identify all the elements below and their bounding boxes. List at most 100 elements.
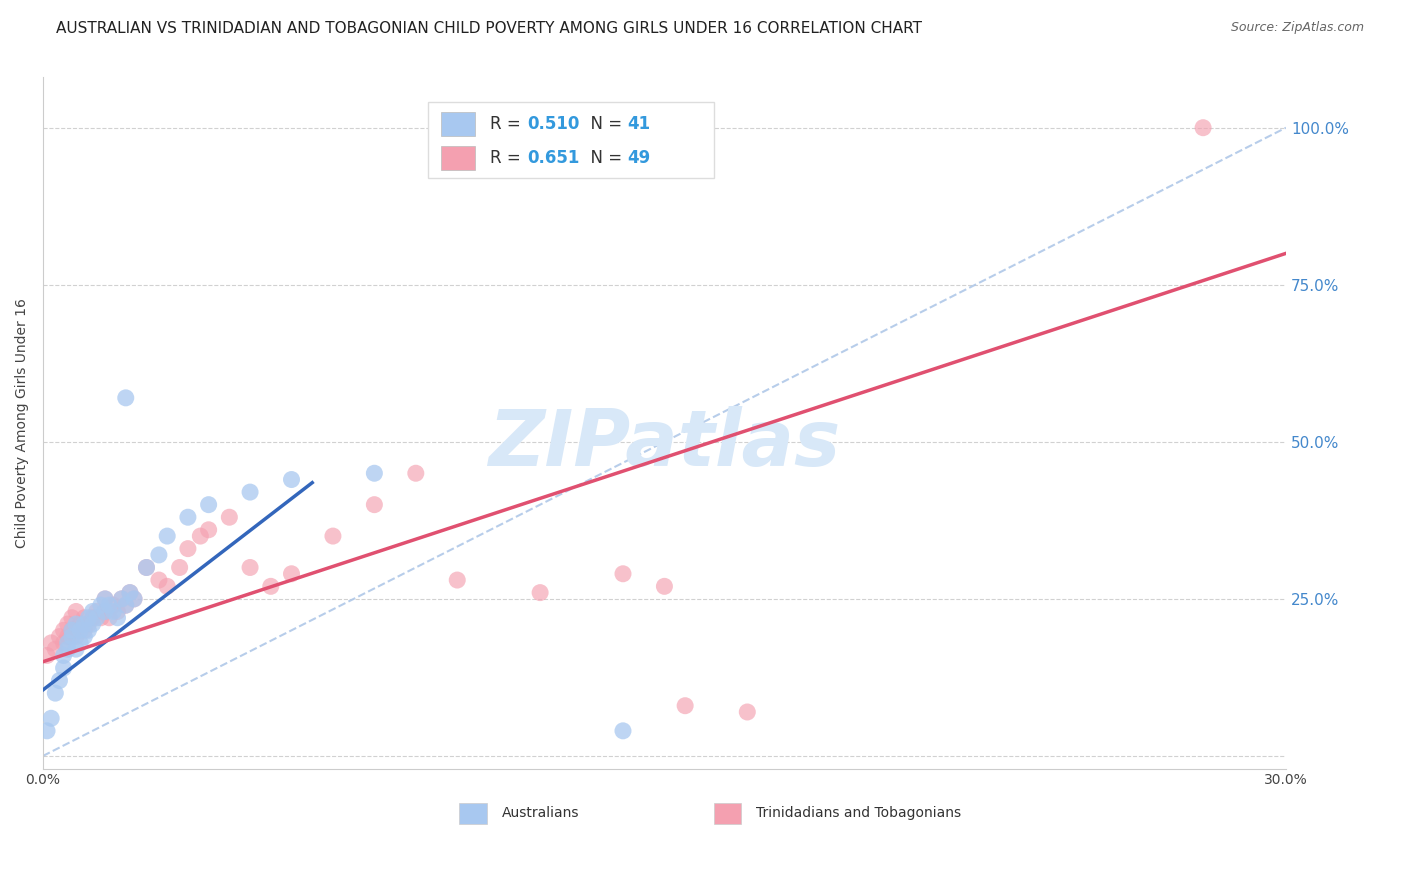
Point — [90, 598, 112, 612]
FancyBboxPatch shape — [714, 803, 741, 824]
Point — [35, 648, 58, 663]
Point — [405, 467, 427, 481]
Point — [44, 642, 66, 657]
Point — [118, 585, 141, 599]
Point — [69, 617, 91, 632]
Point — [56, 630, 79, 644]
Point — [107, 605, 129, 619]
Point — [77, 617, 100, 632]
Point — [48, 630, 70, 644]
Text: Source: ZipAtlas.com: Source: ZipAtlas.com — [1230, 21, 1364, 34]
Text: AUSTRALIAN VS TRINIDADIAN AND TOBAGONIAN CHILD POVERTY AMONG GIRLS UNDER 16 CORR: AUSTRALIAN VS TRINIDADIAN AND TOBAGONIAN… — [56, 21, 922, 36]
Point — [114, 598, 136, 612]
Point — [612, 566, 634, 581]
Point — [98, 598, 121, 612]
Point — [82, 605, 104, 619]
Point — [260, 579, 283, 593]
Point — [73, 611, 96, 625]
Text: 41: 41 — [627, 115, 650, 133]
Text: 0.651: 0.651 — [527, 149, 581, 168]
Point — [90, 611, 112, 625]
Point — [39, 711, 62, 725]
Point — [60, 611, 83, 625]
Point — [118, 585, 141, 599]
Point — [654, 579, 676, 593]
Text: R =: R = — [491, 115, 526, 133]
Point — [363, 467, 385, 481]
Point — [73, 630, 96, 644]
Point — [65, 605, 87, 619]
Point — [94, 605, 117, 619]
Point — [65, 630, 87, 644]
Point — [77, 611, 100, 625]
Point — [737, 705, 759, 719]
Point — [39, 636, 62, 650]
Point — [1192, 120, 1215, 135]
Point — [56, 642, 79, 657]
Point — [169, 560, 191, 574]
Point — [446, 573, 468, 587]
Point — [65, 642, 87, 657]
Point — [114, 391, 136, 405]
Point — [363, 498, 385, 512]
Point — [135, 560, 157, 574]
Point — [188, 529, 211, 543]
Point — [148, 548, 170, 562]
Point — [122, 591, 145, 606]
Point — [48, 673, 70, 688]
Point — [103, 605, 125, 619]
Point — [177, 541, 200, 556]
FancyBboxPatch shape — [429, 102, 714, 178]
Point — [94, 591, 117, 606]
Point — [94, 591, 117, 606]
Point — [114, 598, 136, 612]
Text: 49: 49 — [627, 149, 651, 168]
Point — [82, 617, 104, 632]
Point — [197, 498, 219, 512]
Point — [60, 630, 83, 644]
Point — [110, 591, 132, 606]
Point — [103, 598, 125, 612]
Text: ZIPatlas: ZIPatlas — [488, 406, 841, 482]
Point — [218, 510, 240, 524]
FancyBboxPatch shape — [460, 803, 486, 824]
Point — [69, 636, 91, 650]
Point — [156, 529, 179, 543]
Point — [148, 573, 170, 587]
Text: Australians: Australians — [502, 806, 579, 821]
Point — [44, 686, 66, 700]
Point — [52, 624, 75, 638]
Point — [156, 579, 179, 593]
Point — [280, 473, 302, 487]
Y-axis label: Child Poverty Among Girls Under 16: Child Poverty Among Girls Under 16 — [15, 298, 30, 548]
Point — [612, 723, 634, 738]
Point — [122, 591, 145, 606]
Point — [69, 624, 91, 638]
Text: N =: N = — [579, 149, 627, 168]
FancyBboxPatch shape — [440, 146, 475, 170]
Point — [177, 510, 200, 524]
Point — [98, 611, 121, 625]
Point — [529, 585, 551, 599]
Point — [65, 617, 87, 632]
Point — [35, 723, 58, 738]
FancyBboxPatch shape — [440, 112, 475, 136]
Point — [77, 624, 100, 638]
Point — [86, 605, 108, 619]
Point — [52, 661, 75, 675]
Point — [239, 560, 262, 574]
Point — [60, 624, 83, 638]
Point — [673, 698, 696, 713]
Point — [52, 636, 75, 650]
Point — [82, 611, 104, 625]
Point — [197, 523, 219, 537]
Point — [280, 566, 302, 581]
Point — [73, 617, 96, 632]
Text: N =: N = — [579, 115, 627, 133]
Point — [56, 636, 79, 650]
Text: 0.510: 0.510 — [527, 115, 581, 133]
Point — [322, 529, 344, 543]
Point — [56, 617, 79, 632]
Text: Trinidadians and Tobagonians: Trinidadians and Tobagonians — [756, 806, 962, 821]
Point — [52, 648, 75, 663]
